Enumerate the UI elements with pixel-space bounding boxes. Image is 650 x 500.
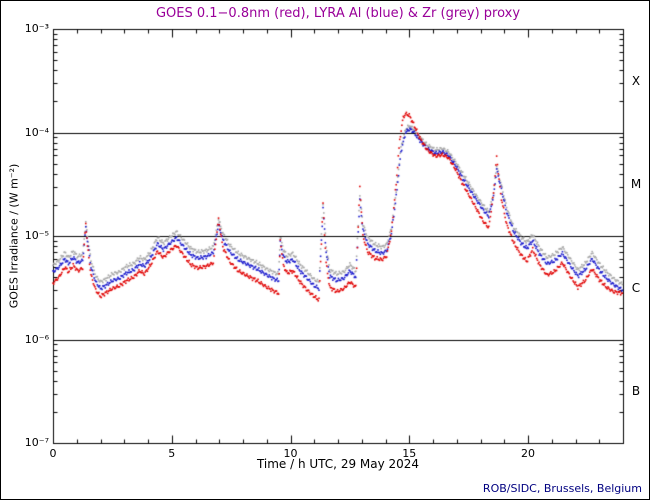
y-tick-label: 10⁻⁶ xyxy=(24,332,49,346)
flare-class-label: M xyxy=(630,177,642,192)
y-tick-label: 10⁻³ xyxy=(24,22,49,35)
flare-class-label: X xyxy=(631,73,641,88)
y-tick-label: 10⁻⁷ xyxy=(24,436,49,449)
flare-class-label: C xyxy=(631,280,641,295)
x-axis-title: Time / h UTC, 29 May 2024 xyxy=(256,457,420,471)
x-tick-label: 5 xyxy=(168,447,176,460)
x-tick-label: 0 xyxy=(49,447,57,460)
x-tick-label: 10 xyxy=(283,447,298,460)
x-tick-label: 15 xyxy=(402,447,417,460)
x-tick-label: 20 xyxy=(521,447,535,460)
y-tick-label: 10⁻⁴ xyxy=(24,125,49,139)
y-tick-label: 10⁻⁵ xyxy=(24,229,49,242)
flare-class-label: B xyxy=(631,384,641,399)
credit-text: ROB/SIDC, Brussels, Belgium xyxy=(482,482,642,495)
plot-title: GOES 0.1−0.8nm (red), LYRA Al (blue) & Z… xyxy=(155,6,521,21)
